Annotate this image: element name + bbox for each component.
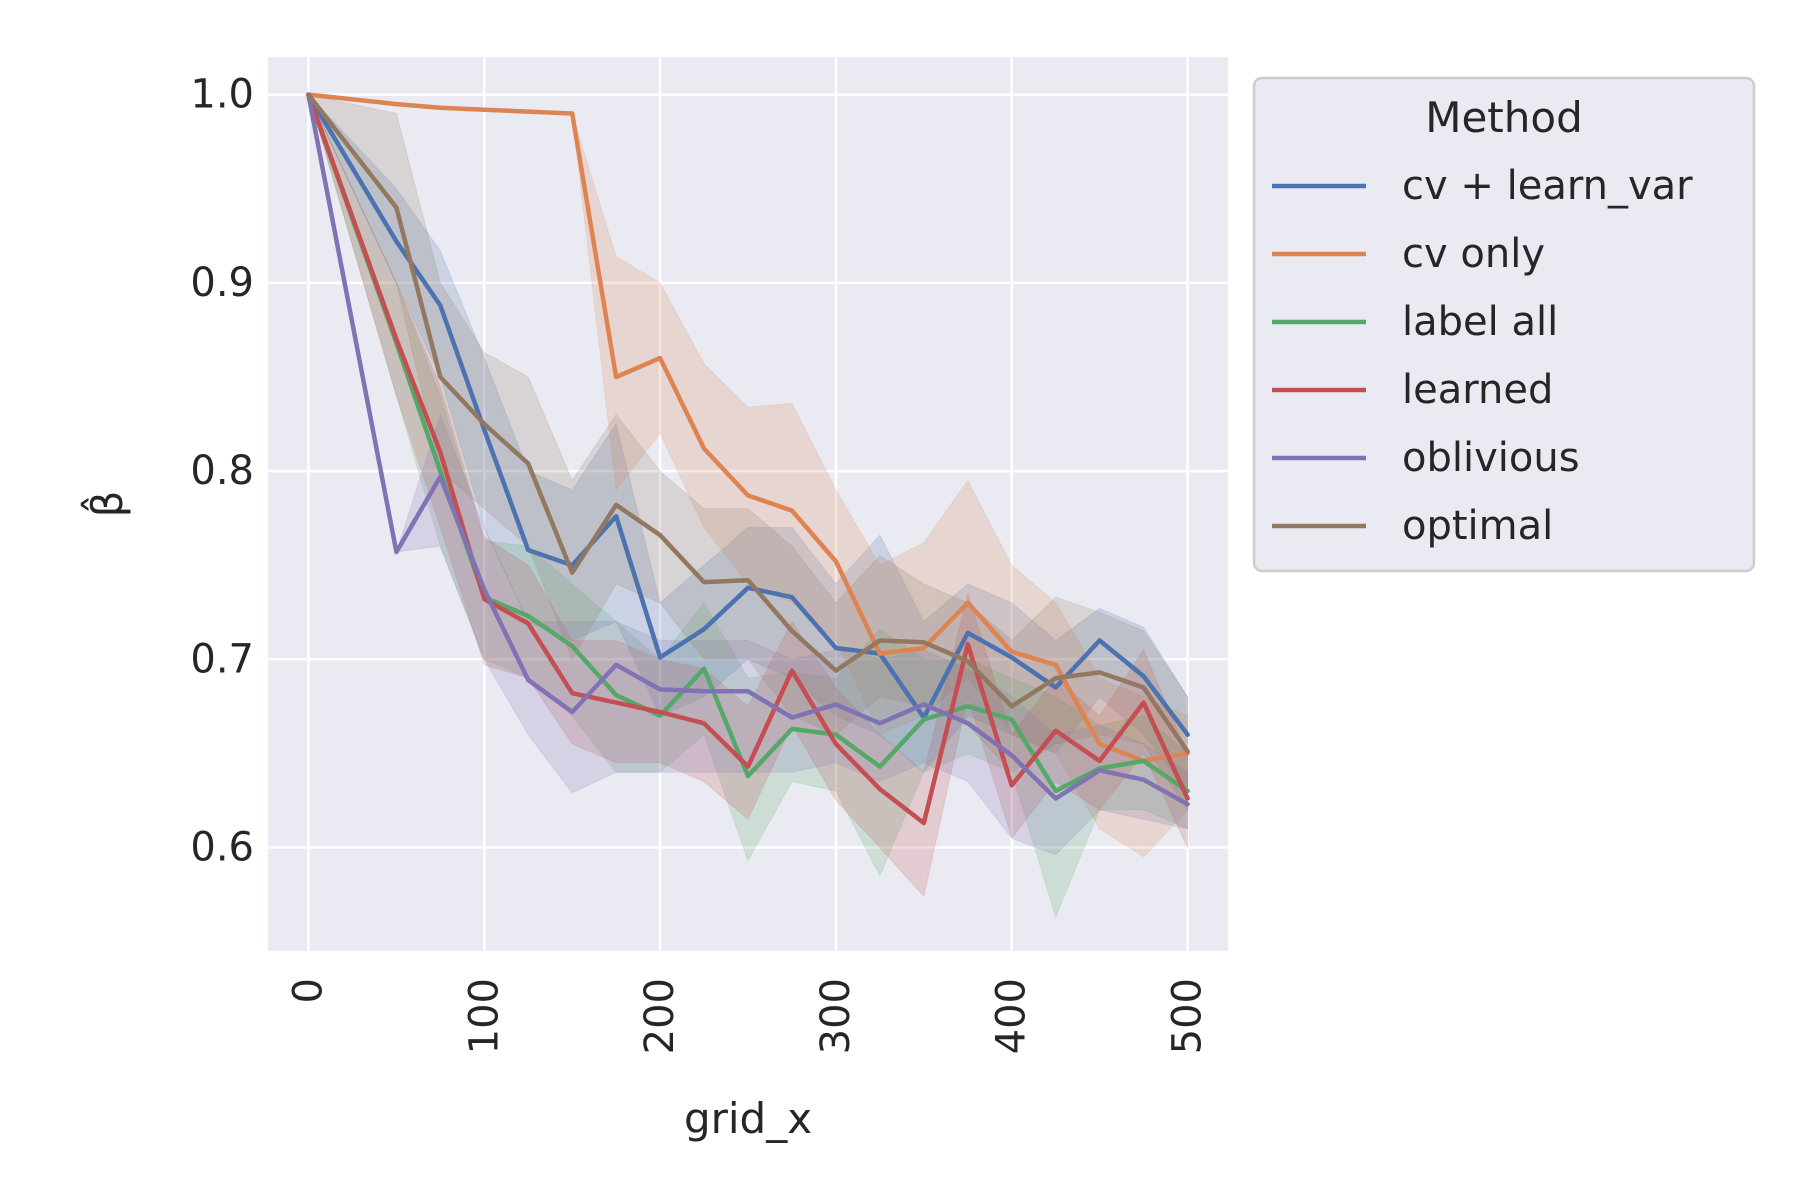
legend-label-1: cv only (1402, 231, 1545, 277)
y-tick-label-2: 0.8 (190, 448, 254, 494)
y-tick-label-3: 0.9 (190, 260, 254, 306)
legend-label-0: cv + learn_var (1402, 163, 1693, 209)
y-axis-label: β̂ (80, 491, 132, 518)
x-tick-label-0: 0 (285, 978, 331, 1003)
plot-area (268, 57, 1228, 951)
legend-box (1252, 76, 1756, 573)
y-tick-label-1: 0.7 (190, 636, 254, 682)
legend-label-2: label all (1402, 299, 1558, 345)
y-tick-label-0: 0.6 (190, 824, 254, 870)
series-line-1 (306, 92, 1190, 764)
series-line-5 (306, 92, 1190, 754)
legend-label-4: oblivious (1402, 435, 1580, 481)
series-line-4 (306, 92, 1190, 807)
x-tick-labels: 0 100 200 300 400 500 (285, 978, 1210, 1054)
x-tick-label-2: 200 (637, 978, 683, 1054)
x-axis-label: grid_x (684, 1094, 812, 1143)
grid-lines (268, 57, 1228, 951)
x-tick-label-4: 400 (989, 978, 1035, 1054)
x-tick-label-5: 500 (1165, 978, 1211, 1054)
series-lines (306, 92, 1190, 826)
y-tick-label-4: 1.0 (190, 72, 254, 118)
y-tick-labels: 0.6 0.7 0.8 0.9 1.0 (190, 72, 254, 871)
x-tick-label-3: 300 (813, 978, 859, 1054)
legend-title: Method (1425, 93, 1583, 142)
legend-label-3: learned (1402, 367, 1553, 413)
x-tick-label-1: 100 (461, 978, 507, 1054)
band-1 (308, 94, 1189, 858)
legend-label-5: optimal (1402, 503, 1553, 549)
